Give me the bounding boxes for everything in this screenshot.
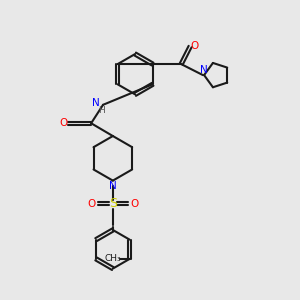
Text: N: N xyxy=(92,98,100,108)
Text: N: N xyxy=(200,65,207,75)
Text: O: O xyxy=(60,118,68,128)
Text: N: N xyxy=(109,181,117,191)
Text: O: O xyxy=(190,41,199,51)
Text: H: H xyxy=(98,106,105,115)
Text: CH₃: CH₃ xyxy=(105,254,122,263)
Text: S: S xyxy=(109,197,117,210)
Text: O: O xyxy=(87,199,95,209)
Text: O: O xyxy=(130,199,139,209)
